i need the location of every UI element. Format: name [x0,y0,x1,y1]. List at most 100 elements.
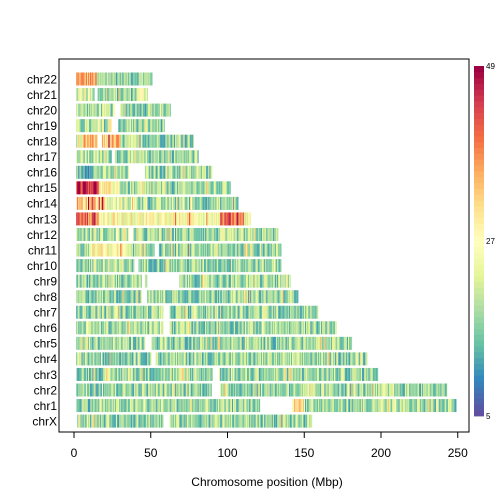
heatmap-cell [440,383,442,397]
heatmap-cell [97,119,99,133]
heatmap-cell [135,305,137,319]
heatmap-cell [77,103,79,117]
heatmap-cell [259,305,262,319]
heatmap-cell [213,243,216,257]
heatmap-cell [217,414,220,428]
heatmap-cell [182,243,184,257]
heatmap-cell [211,274,213,288]
heatmap-cell [268,305,270,319]
heatmap-cell [413,383,415,397]
heatmap-cell [148,290,150,304]
heatmap-cell [341,383,343,397]
heatmap-cell [201,181,204,195]
heatmap-cell [202,414,205,428]
heatmap-cell [233,399,235,413]
heatmap-cell [256,414,258,428]
heatmap-cell [191,212,193,226]
heatmap-cell [129,399,132,413]
legend-swatch [474,71,484,79]
heatmap-cell [366,367,368,381]
heatmap-cell [134,383,136,397]
heatmap-cell [225,305,227,319]
heatmap-cell [169,150,171,164]
heatmap-cell [212,181,214,195]
heatmap-cell [185,367,188,381]
heatmap-cell [265,228,267,241]
heatmap-cell [161,119,163,133]
heatmap-cell [196,414,198,428]
heatmap-cell [281,414,283,428]
heatmap-cell [141,228,144,241]
heatmap-cell [121,352,123,366]
heatmap-cell [127,336,130,350]
heatmap-cell [307,321,309,335]
heatmap-cell [289,336,292,350]
heatmap-cell [235,367,237,381]
heatmap-cell [268,383,270,397]
heatmap-cell [229,399,232,413]
heatmap-cell [149,165,151,179]
x-axis: 0 50 100 150 200 250 [71,431,468,460]
heatmap-cell [305,414,307,428]
heatmap-cell [183,414,185,428]
heatmap-cell [278,259,280,273]
heatmap-cell [79,399,81,413]
heatmap-cell [119,150,121,164]
heatmap-cell [276,243,278,257]
heatmap-cell [127,352,130,366]
heatmap-cell [243,290,246,304]
heatmap-cell [100,399,103,413]
heatmap-cell [366,352,368,366]
heatmap-cell [230,259,233,273]
heatmap-cell [201,383,204,397]
heatmap-cell [312,352,314,366]
heatmap-cell [199,274,202,288]
heatmap-cell [126,414,128,428]
heatmap-row-chr18 [76,134,194,148]
heatmap-cell [169,290,171,304]
heatmap-cell [272,336,275,350]
heatmap-cell [191,259,193,273]
heatmap-cell [82,228,84,241]
heatmap-cell [263,414,265,428]
heatmap-cell [206,367,208,381]
heatmap-cell [225,399,227,413]
heatmap-cell [201,259,204,273]
heatmap-cell [358,399,361,413]
heatmap-cell [292,367,294,381]
heatmap-cell [154,150,156,164]
heatmap-cell [381,399,383,413]
heatmap-cell [111,165,113,179]
heatmap-cell [222,259,224,273]
heatmap-cell [86,165,89,179]
heatmap-cell [208,399,210,413]
heatmap-cell [234,243,236,257]
heatmap-cell [282,305,284,319]
heatmap-cell [150,367,152,381]
heatmap-cell [263,259,265,273]
heatmap-cell [426,399,428,413]
heatmap-cell [99,321,102,335]
heatmap-cell [234,290,236,304]
heatmap-cell [80,103,82,117]
legend-swatch [474,369,484,376]
heatmap-cell [182,399,184,413]
heatmap-cell [265,383,267,397]
heatmap-cell [143,305,146,319]
heatmap-cell [107,150,109,164]
heatmap-cell [159,305,162,319]
heatmap-cell [249,259,251,273]
heatmap-cell [87,367,90,381]
heatmap-cell [143,399,146,413]
heatmap-cell [387,399,390,413]
heatmap-cell [199,367,202,381]
heatmap-cell [192,305,194,319]
heatmap-cell [143,414,146,428]
heatmap-cell [158,196,161,210]
heatmap-cell [77,243,79,257]
heatmap-cell [439,399,441,413]
heatmap-cell [454,399,456,413]
heatmap-cell [157,196,160,210]
heatmap-cell [127,181,130,195]
heatmap-cell [134,367,136,381]
